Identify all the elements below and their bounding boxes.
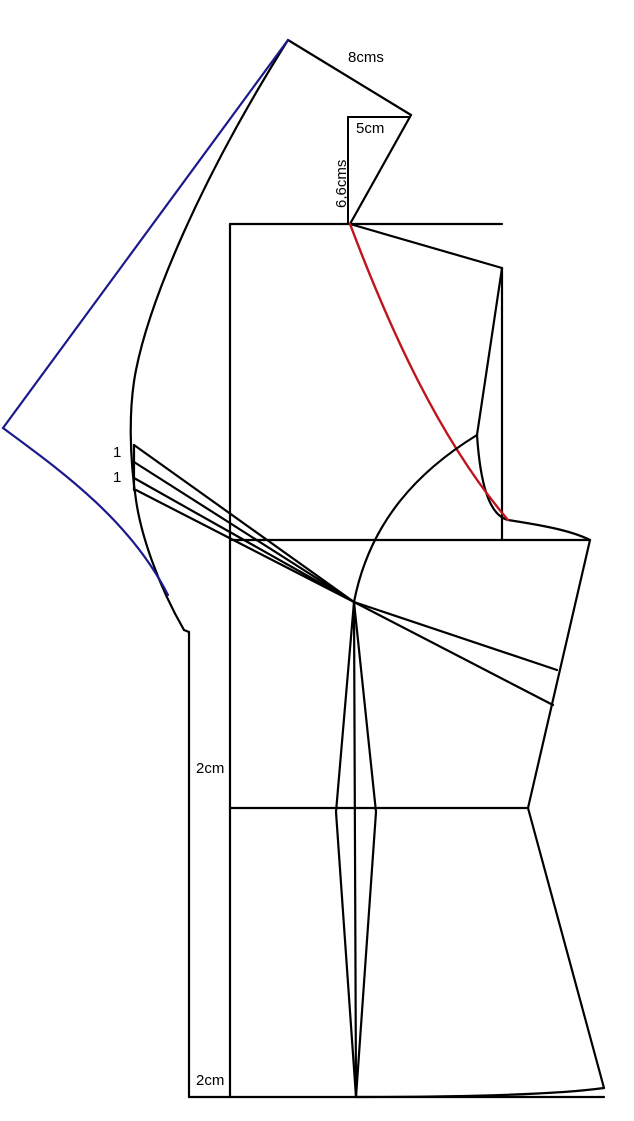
label-8cms: 8cms: [348, 49, 384, 66]
red-curve-group: [348, 222, 510, 522]
armhole-inner-line: [475, 266, 504, 437]
right-side-upper: [526, 538, 592, 810]
label-5cm: 5cm: [356, 120, 384, 137]
dart-line-2: [132, 460, 356, 604]
dart-diamond-right: [352, 600, 378, 1099]
red-curve: [348, 222, 510, 522]
dart-lines: [132, 443, 559, 707]
hem-curve: [354, 1086, 606, 1099]
label-mark-upper: 1: [113, 444, 121, 461]
label-6-6cms: 6,6cms: [333, 160, 350, 208]
side-dart-lower: [352, 600, 555, 707]
right-side-lower: [526, 806, 606, 1090]
side-dart-upper: [352, 600, 559, 672]
label-2cm-side: 2cm: [196, 760, 224, 777]
waist-dart: [334, 600, 378, 1099]
armhole-curve: [475, 433, 592, 542]
collar-top-edge: [286, 38, 413, 117]
princess-curve: [352, 433, 479, 604]
main-body-outline: [187, 222, 606, 1099]
shoulder-line: [348, 222, 504, 270]
dart-diamond-left: [334, 600, 358, 1099]
blue-curve: [1, 38, 290, 597]
blue-curve-group: [1, 38, 290, 597]
label-mark-lower: 1: [113, 469, 121, 486]
inner-curve: [129, 38, 290, 632]
labels: 8cms 5cm 6,6cms 1 1 2cm 2cm: [113, 49, 384, 1089]
dart-center-line: [352, 600, 358, 1099]
collar-right-edge: [348, 113, 413, 226]
collar-construction: [129, 38, 413, 634]
dart-line-1: [132, 443, 356, 604]
dart-line-3: [132, 476, 356, 604]
dart-line-4: [134, 488, 356, 604]
label-2cm-bottom: 2cm: [196, 1072, 224, 1089]
